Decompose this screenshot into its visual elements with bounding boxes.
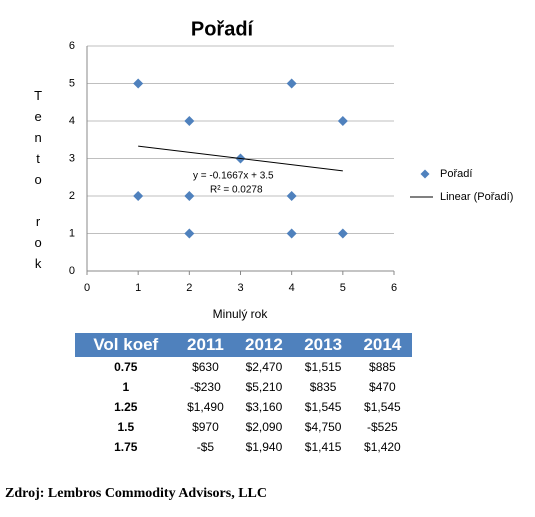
- cell: $1,420: [364, 440, 401, 454]
- cell: $470: [369, 380, 396, 394]
- header-cell: 2013: [293, 333, 353, 357]
- cell: $1,515: [304, 360, 342, 374]
- x-tick-label: 4: [289, 282, 295, 294]
- cell: 1: [122, 380, 130, 394]
- point: [337, 116, 348, 126]
- point: [286, 191, 297, 201]
- x-tick-label: 0: [84, 282, 90, 294]
- cell: $2,090: [245, 420, 283, 434]
- cell: $630: [192, 360, 219, 374]
- x-tick-label: 5: [340, 282, 346, 294]
- x-tick-label: 2: [186, 282, 192, 294]
- header-cell: 2012: [234, 333, 294, 357]
- y-tick-label: 3: [69, 152, 75, 164]
- cell: $885: [369, 360, 396, 374]
- x-tick-label: 1: [135, 282, 141, 294]
- point: [337, 228, 348, 239]
- table-row: 1.75 -$5 $1,940 $1,415 $1,420: [75, 437, 412, 457]
- cell: $2,470: [245, 360, 283, 374]
- table-row: 1 -$230 $5,210 $835 $470: [75, 377, 412, 397]
- header-cell: Vol koef: [75, 333, 177, 357]
- legend-label: Pořadí: [440, 168, 472, 180]
- annotation: y = -0.1667x + 3.5: [193, 171, 274, 182]
- table: Vol koef 2011 2012 2013 2014 0.75 $630 $2,470 $1…: [75, 333, 412, 457]
- legend-label: Linear (Pořadí): [440, 191, 513, 203]
- cell: $1,545: [364, 400, 401, 414]
- x-tick-label: 3: [237, 282, 243, 294]
- x-tick-label: 6: [391, 282, 397, 294]
- header-cell: 2014: [352, 333, 412, 357]
- cell: 0.75: [114, 360, 138, 374]
- y-tick-label: 1: [69, 227, 75, 239]
- point: [184, 191, 195, 201]
- y-tick-label: 4: [69, 115, 75, 127]
- cell: -$525: [367, 420, 398, 434]
- cell: 1.75: [114, 440, 138, 454]
- cell: 1.25: [114, 400, 138, 414]
- point: [286, 78, 297, 89]
- table-row: 0.75 $630 $2,470 $1,515 $885: [75, 357, 412, 377]
- trend-line: [138, 145, 343, 172]
- point: [133, 78, 144, 89]
- source: Zdroj: Lembros Commodity Advisors, LLC: [5, 486, 268, 501]
- cell: $835: [309, 380, 337, 394]
- y-tick-label: 6: [69, 40, 75, 52]
- point: [286, 228, 297, 239]
- y-axis-label: Tento rok: [31, 88, 46, 277]
- point: [184, 228, 195, 239]
- header-cell: 2011: [176, 333, 235, 357]
- annotation: R² = 0.0278: [210, 185, 263, 196]
- cell: $3,160: [245, 400, 283, 414]
- cell: $4,750: [304, 420, 342, 434]
- cell: $1,545: [304, 400, 342, 414]
- x-axis-label: Minulý rok: [213, 307, 269, 321]
- chart: Pořadí Minulý rok Tento rok y = -0.1667x…: [31, 18, 514, 321]
- table-row: 1.25 $1,490 $3,160 $1,545 $1,545: [75, 397, 412, 417]
- cell: $970: [192, 420, 219, 434]
- point: [184, 116, 195, 126]
- cell: 1.5: [117, 420, 135, 434]
- y-tick-label: 0: [69, 265, 75, 277]
- cell: -$230: [190, 380, 221, 394]
- cell: $5,210: [245, 380, 283, 394]
- y-tick-label: 5: [69, 77, 75, 89]
- chart-title: Pořadí: [191, 18, 255, 40]
- point: [133, 191, 144, 201]
- cell: $1,490: [187, 400, 224, 414]
- y-tick-label: 2: [69, 190, 75, 202]
- table-row: 1.5 $970 $2,090 $4,750 -$525: [75, 417, 412, 437]
- legend-marker: [420, 169, 430, 179]
- cell: $1,940: [245, 440, 283, 454]
- cell: $1,415: [304, 440, 342, 454]
- cell: -$5: [196, 440, 215, 454]
